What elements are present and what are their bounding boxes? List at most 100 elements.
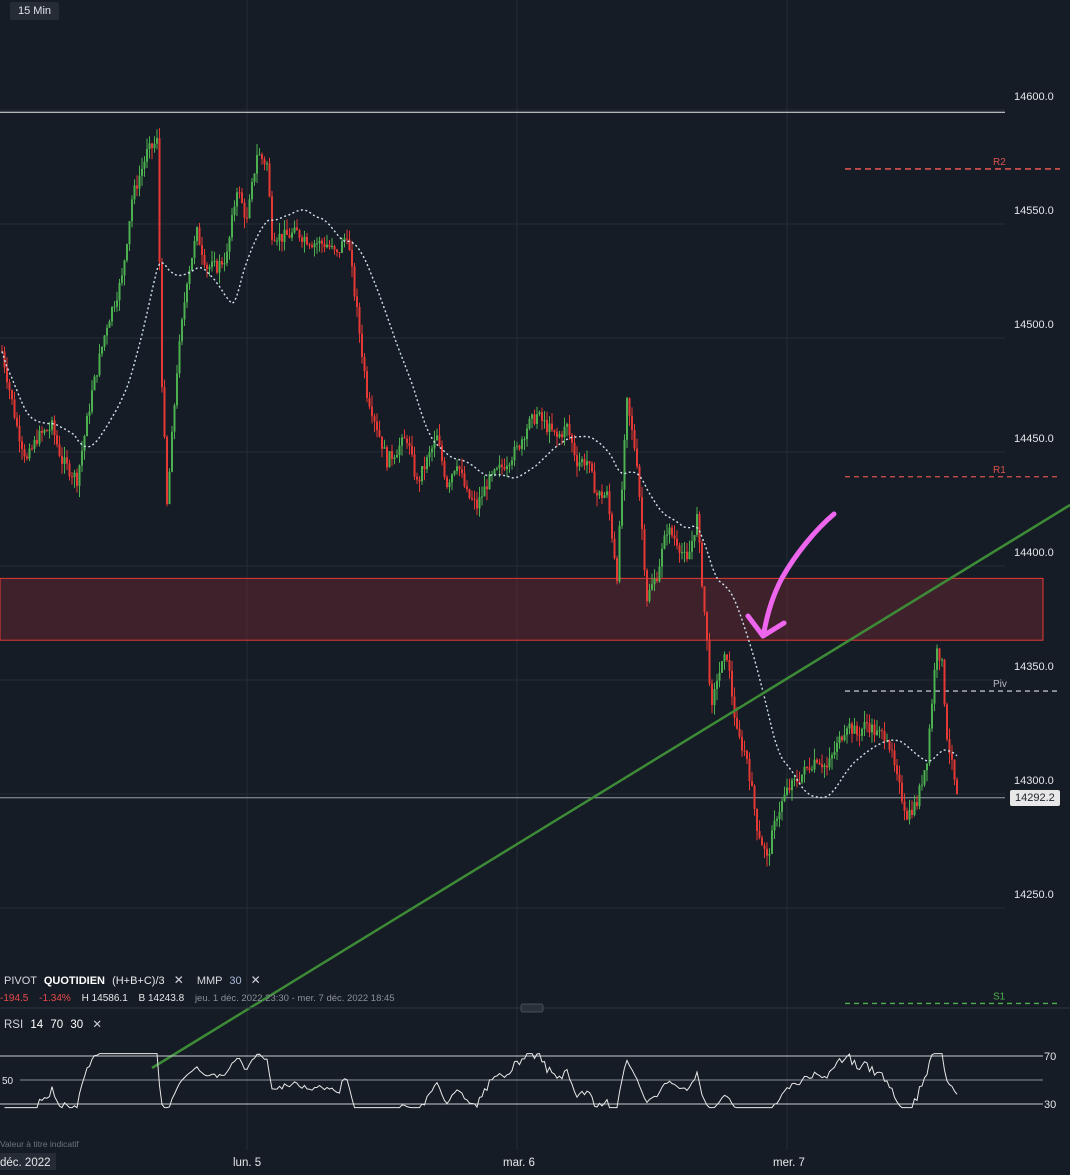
candle-body: [651, 584, 653, 590]
candle-body: [556, 432, 558, 437]
close-icon[interactable]: ✕: [92, 1019, 102, 1031]
candle-body: [834, 752, 836, 755]
candle-body: [901, 783, 903, 802]
candle-body: [176, 373, 178, 405]
candle-body: [576, 455, 578, 466]
candle-body: [761, 838, 763, 846]
candle-body: [876, 731, 878, 735]
candle-body: [194, 241, 196, 258]
pivot-label-r2: R2: [993, 157, 1006, 168]
candle-body: [361, 334, 363, 357]
y-tick-label: 14250.0: [1014, 889, 1054, 901]
timeframe-badge[interactable]: 15 Min: [10, 2, 59, 20]
mma-name[interactable]: MMP: [197, 975, 222, 987]
candle-body: [159, 138, 161, 262]
candle-body: [306, 237, 308, 245]
y-tick-label: 14400.0: [1014, 547, 1054, 559]
candle-body: [744, 751, 746, 752]
candle-body: [449, 482, 451, 487]
candle-body: [599, 491, 601, 495]
candle-body: [121, 275, 123, 282]
candle-body: [906, 811, 908, 820]
candle-body: [359, 307, 361, 334]
candle-body: [416, 477, 418, 480]
candle-body: [544, 420, 546, 421]
candle-body: [139, 176, 141, 189]
candle-body: [116, 300, 118, 306]
candle-body: [506, 466, 508, 469]
candle-body: [509, 465, 511, 466]
candle-body: [751, 781, 753, 786]
candle-body: [81, 451, 83, 466]
candle-body: [474, 499, 476, 500]
candle-body: [351, 250, 353, 266]
candle-body: [939, 649, 941, 661]
candle-body: [241, 192, 243, 202]
candle-body: [466, 486, 468, 489]
candle-body: [681, 552, 683, 553]
candle-body: [656, 579, 658, 582]
pivot-label-s1: S1: [993, 991, 1006, 1002]
candle-body: [174, 405, 176, 431]
candle-body: [811, 769, 813, 770]
close-icon[interactable]: ✕: [174, 973, 184, 987]
rsi-name[interactable]: RSI: [4, 1019, 23, 1031]
candle-body: [346, 239, 348, 240]
candle-body: [929, 728, 931, 763]
candle-body: [321, 241, 323, 244]
candle-body: [954, 760, 956, 780]
resistance-zone: [0, 578, 1043, 640]
candle-body: [731, 671, 733, 697]
candle-body: [296, 227, 298, 230]
candle-body: [211, 262, 213, 267]
candle-body: [56, 435, 58, 444]
x-tick-label: déc. 2022: [0, 1157, 51, 1169]
candle-body: [124, 260, 126, 275]
candle-body: [859, 735, 861, 736]
candle-body: [461, 469, 463, 473]
candle-body: [604, 495, 606, 498]
candle-body: [209, 267, 211, 269]
candle-body: [354, 266, 356, 296]
pivot-name[interactable]: PIVOT: [4, 975, 37, 987]
candle-body: [331, 246, 333, 247]
candle-body: [726, 654, 728, 660]
candle-body: [136, 185, 138, 188]
candle-body: [739, 729, 741, 737]
candle-body: [521, 439, 523, 448]
y-tick-label: 14550.0: [1014, 205, 1054, 217]
candle-body: [589, 461, 591, 463]
candle-body: [144, 162, 146, 169]
candle-body: [161, 262, 163, 387]
candle-body: [384, 447, 386, 449]
candle-body: [641, 497, 643, 529]
candle-body: [626, 398, 628, 440]
candle-body: [596, 493, 598, 495]
candle-body: [279, 234, 281, 241]
candle-body: [196, 227, 198, 241]
candle-body: [126, 244, 128, 260]
candle-body: [919, 786, 921, 806]
candle-body: [256, 155, 258, 174]
rsi-param-1: 14: [30, 1019, 43, 1031]
candle-body: [846, 728, 848, 734]
candle-body: [831, 755, 833, 758]
close-icon[interactable]: ✕: [251, 973, 261, 987]
pane-resize-handle: [521, 1004, 543, 1012]
candle-body: [566, 424, 568, 427]
candle-body: [706, 612, 708, 641]
candle-body: [659, 567, 661, 582]
candle-body: [721, 661, 723, 672]
candle-body: [741, 737, 743, 751]
candle-body: [374, 416, 376, 421]
candle-body: [629, 398, 631, 416]
candle-body: [844, 735, 846, 740]
candle-body: [661, 549, 663, 567]
candle-body: [776, 819, 778, 821]
candle-body: [471, 498, 473, 499]
candle-body: [936, 649, 938, 670]
candle-body: [669, 528, 671, 535]
candle-body: [694, 535, 696, 541]
candle-body: [921, 785, 923, 786]
candle-body: [291, 233, 293, 238]
